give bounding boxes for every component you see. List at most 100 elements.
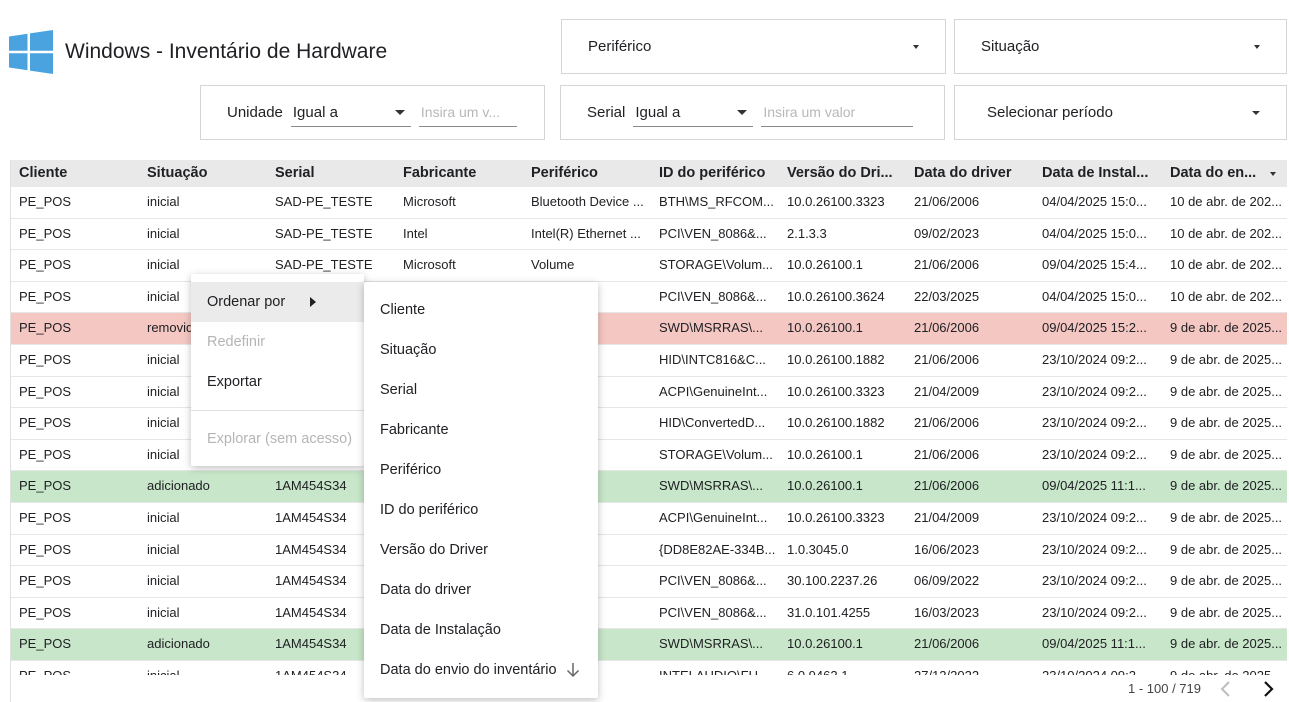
cell-versao-driver: 10.0.26100.3323 <box>787 383 885 399</box>
unidade-value-field <box>418 99 517 127</box>
cell-id-periferico: PCI\VEN_8086&... <box>659 604 767 620</box>
cell-data-instalacao: 04/04/2025 15:0... <box>1042 194 1147 209</box>
cell-id-periferico: PCI\VEN_8086&... <box>659 288 767 304</box>
table-row[interactable]: PE_POS inicial SAD-PE_TESTE Intel Intel(R) E… <box>11 219 1287 251</box>
column-header-periferico[interactable]: Periférico <box>531 165 598 181</box>
column-header-situacao[interactable]: Situação <box>147 165 208 181</box>
cell-data-instalacao: 23/10/2024 09:2... <box>1042 541 1147 557</box>
cell-versao-driver: 10.0.26100.1 <box>787 636 863 652</box>
cell-cliente: PE_POS <box>19 194 72 209</box>
cell-versao-driver: 10.0.26100.1 <box>787 446 863 462</box>
cell-cliente: PE_POS <box>19 636 72 652</box>
table-row[interactable]: PE_POSinicial1AM454S34al IO I...PCI\VEN_… <box>11 566 1287 598</box>
column-header-data-driver[interactable]: Data do driver <box>914 165 1012 181</box>
cell-id-periferico: HID\ConvertedD... <box>659 415 766 431</box>
column-header-data-envio[interactable]: Data do en... <box>1162 160 1287 187</box>
periferico-dropdown[interactable]: Periférico <box>561 19 946 74</box>
sort-option-data-instalacao[interactable]: Data de Instalação <box>380 622 501 638</box>
table-row[interactable]: PE_POSinicial1AM454S34o Defi...INTELAUDI… <box>11 661 1287 675</box>
sort-option-data-envio-label: Data do envio do inventário <box>380 662 557 678</box>
cell-id-periferico: PCI\VEN_8086&... <box>659 225 767 241</box>
cell-data-envio: 9 de abr. de 2025... <box>1170 415 1283 431</box>
arrow-down-icon <box>566 663 580 678</box>
cell-serial: SAD-PE_TESTE <box>275 225 373 241</box>
sort-option-cliente[interactable]: Cliente <box>380 302 426 318</box>
cell-data-envio: 9 de abr. de 2025... <box>1170 383 1283 399</box>
cell-id-periferico: INTELAUDIO\FU... <box>651 661 779 675</box>
cell-data-instalacao: 09/04/2025 15:4... <box>1042 257 1147 273</box>
cell-data-driver: 21/04/2009 <box>914 509 980 525</box>
sort-option-data-driver[interactable]: Data do driver <box>380 582 472 598</box>
sort-option-periferico[interactable]: Periférico <box>380 462 442 478</box>
periodo-dropdown[interactable]: Selecionar período <box>954 85 1287 140</box>
cell-data-driver: 21/06/2006 <box>914 320 980 336</box>
periodo-dropdown-label: Selecionar período <box>987 104 1113 121</box>
situacao-dropdown[interactable]: Situação <box>954 19 1287 74</box>
sort-option-data-envio[interactable]: Data do envio do inventário <box>364 650 598 690</box>
column-header-versao-driver[interactable]: Versão do Dri... <box>787 165 893 181</box>
table-row[interactable]: PE_POS inicial SAD-PE_TESTE Microsoft Volume… <box>11 250 1287 282</box>
table-row[interactable]: PE_POSadicionado1AM454S34ort (N...SWD\MS… <box>11 471 1287 503</box>
column-header-data-instalacao[interactable]: Data de Instal... <box>1042 165 1149 181</box>
table-row[interactable]: PE_POSinicialrd De...HID\INTC816&C...10.… <box>11 345 1287 377</box>
sort-option-serial[interactable]: Serial <box>380 382 418 398</box>
cell-data-instalacao: 23/10/2024 09:2... <box>1042 383 1147 399</box>
sort-option-situacao[interactable]: Situação <box>380 342 437 358</box>
chevron-left-icon[interactable] <box>1216 679 1236 699</box>
cell-data-driver: 21/06/2006 <box>914 351 980 367</box>
cell-data-envio: 10 de abr. de 202... <box>1170 257 1283 273</box>
table-row[interactable]: PE_POSinicialtel(R) ...ACPI\GenuineInt..… <box>11 377 1287 409</box>
table-row[interactable]: PE_POSinicial1AM454S34da de...{DD8E82AE-… <box>11 535 1287 567</box>
unidade-value-input[interactable] <box>420 104 517 120</box>
table-row[interactable]: PE_POSinicialrd De...HID\ConvertedD...10… <box>11 408 1287 440</box>
cell-cliente: PE_POS <box>19 415 72 431</box>
cell-data-driver: 21/06/2006 <box>914 446 980 462</box>
column-header-fabricante[interactable]: Fabricante <box>403 165 477 181</box>
table-row[interactable]: PE_POS inicial STORAGE\Volum... 10.0.26100.… <box>11 440 1287 472</box>
cell-cliente: PE_POS <box>19 288 72 304</box>
cell-cliente: PE_POS <box>19 257 72 273</box>
column-header-cliente[interactable]: Cliente <box>19 165 68 181</box>
cell-situacao: adicionado <box>147 636 210 652</box>
column-header-serial[interactable]: Serial <box>275 165 315 181</box>
cell-cliente: PE_POS <box>19 225 72 241</box>
cell-id-periferico: {DD8E82AE-334B... <box>659 541 776 557</box>
table-header: Cliente Situação Serial Fabricante Perif… <box>11 160 1287 187</box>
cell-cliente: PE_POS <box>19 383 72 399</box>
menu-item-ordenar-por[interactable]: Ordenar por <box>191 282 364 322</box>
sort-option-id-periferico[interactable]: ID do periférico <box>380 502 479 518</box>
cell-data-envio: 9 de abr. de 2025... <box>1170 636 1283 652</box>
cell-data-envio: 9 de abr. de 2025... <box>1170 446 1283 462</box>
table-row[interactable]: PE_POSadicionado1AM454S34ort (IP)SWD\MSR… <box>11 629 1287 661</box>
sort-desc-icon <box>1270 172 1276 176</box>
menu-item-redefinir: Redefinir <box>207 334 266 350</box>
cell-id-periferico: PCI\VEN_8086&... <box>659 573 767 589</box>
page-title: Windows - Inventário de Hardware <box>65 40 388 63</box>
table-row[interactable]: PE_POSinicial1AM454S34tel(R) ...ACPI\Gen… <box>11 503 1287 535</box>
cell-situacao: inicial <box>147 541 180 557</box>
cell-data-driver: 21/06/2006 <box>914 478 980 494</box>
cell-data-envio: 9 de abr. de 2025... <box>1170 604 1283 620</box>
cell-versao-driver: 6.0.9462.1 <box>779 661 906 675</box>
cell-versao-driver: 10.0.26100.1 <box>787 478 863 494</box>
sort-option-fabricante[interactable]: Fabricante <box>380 422 449 438</box>
cell-data-instalacao: 04/04/2025 15:0... <box>1042 288 1147 304</box>
chevron-right-icon[interactable] <box>1258 679 1278 699</box>
column-header-id-periferico[interactable]: ID do periférico <box>659 165 766 181</box>
periferico-dropdown-label: Periférico <box>588 38 652 55</box>
table-row[interactable]: PE_POSinicialion A...PCI\VEN_8086&...10.… <box>11 282 1287 314</box>
sort-option-versao-driver[interactable]: Versão do Driver <box>380 542 488 558</box>
menu-item-exportar[interactable]: Exportar <box>207 374 262 390</box>
serial-operator-select[interactable]: Igual a <box>633 99 754 127</box>
sort-submenu: Cliente Situação Serial Fabricante Perif… <box>364 282 598 698</box>
cell-fabricante: Microsoft <box>403 257 456 273</box>
unidade-operator-select[interactable]: Igual a <box>290 99 411 127</box>
unidade-filter: Unidade Igual a <box>200 85 545 140</box>
menu-divider <box>191 410 364 411</box>
pagination: 1 - 100 / 719 <box>11 675 1287 702</box>
serial-value-input[interactable] <box>763 104 914 120</box>
table-row[interactable]: PE_POS inicial SAD-PE_TESTE Microsoft Blueto… <box>11 187 1287 219</box>
unidade-operator-value: Igual a <box>292 103 338 121</box>
